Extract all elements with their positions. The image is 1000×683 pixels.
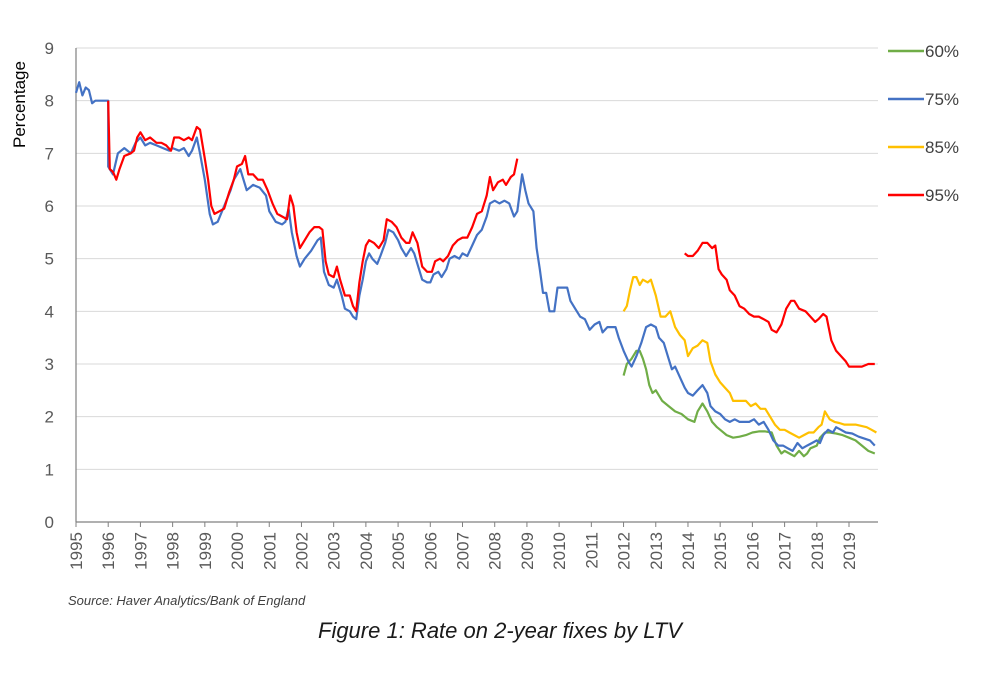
y-tick-label: 4 — [45, 302, 54, 321]
x-tick-label: 2005 — [389, 532, 408, 570]
x-tick-label: 2001 — [260, 532, 279, 570]
y-tick-label: 9 — [45, 39, 54, 58]
y-tick-label: 5 — [45, 250, 54, 269]
x-tick-label: 2012 — [615, 532, 634, 570]
y-tick-label: 8 — [45, 92, 54, 111]
y-axis-title: Percentage — [10, 61, 29, 148]
x-tick-label: 1999 — [196, 532, 215, 570]
x-tick-label: 2015 — [711, 532, 730, 570]
x-tick-label: 2017 — [776, 532, 795, 570]
x-tick-label: 2014 — [679, 532, 698, 570]
legend: 60% 75% 85% 95% — [888, 42, 959, 205]
x-tick-label: 2013 — [647, 532, 666, 570]
series-lines — [74, 81, 877, 458]
y-tick-label: 1 — [45, 460, 54, 479]
axes: 0 1 2 3 4 5 6 7 8 9 1995 1996 1997 1998 1999 2000 2001 20… — [45, 39, 878, 570]
y-tick-label: 2 — [45, 408, 54, 427]
y-tick-label: 0 — [45, 513, 54, 532]
series-line-85pct — [622, 276, 877, 439]
x-tick-label: 2003 — [325, 532, 344, 570]
x-tick-label: 2018 — [808, 532, 827, 570]
legend-label: 60% — [925, 42, 959, 61]
x-tick-label: 2007 — [454, 532, 473, 570]
x-tick-label: 2000 — [228, 532, 247, 570]
x-tick-label: 2011 — [582, 532, 601, 569]
legend-label: 85% — [925, 138, 959, 157]
legend-label: 95% — [925, 186, 959, 205]
x-tick-label: 2002 — [292, 532, 311, 570]
x-tick-label: 1996 — [99, 532, 118, 570]
series-line-75pct — [74, 81, 876, 452]
x-tick-label: 2010 — [550, 532, 569, 570]
x-tick-label: 2006 — [421, 532, 440, 570]
y-tick-label: 3 — [45, 355, 54, 374]
x-tick-label: 2009 — [518, 532, 537, 570]
legend-label: 75% — [925, 90, 959, 109]
x-tick-label: 2019 — [840, 532, 859, 570]
line-chart: 0 1 2 3 4 5 6 7 8 9 1995 1996 1997 1998 1999 2000 2001 20… — [10, 39, 959, 570]
y-tick-label: 6 — [45, 197, 54, 216]
x-tick-label: 2016 — [743, 532, 762, 570]
x-tick-label: 2004 — [357, 532, 376, 570]
series-line-95pct — [107, 100, 875, 368]
source-note: Source: Haver Analytics/Bank of England — [68, 593, 306, 608]
x-tick-label: 1998 — [164, 532, 183, 570]
x-tick-label: 1995 — [67, 532, 86, 570]
x-tick-label: 1997 — [131, 532, 150, 570]
x-tick-label: 2008 — [486, 532, 505, 570]
y-tick-label: 7 — [45, 144, 54, 163]
figure-caption: Figure 1: Rate on 2-year fixes by LTV — [318, 618, 682, 643]
